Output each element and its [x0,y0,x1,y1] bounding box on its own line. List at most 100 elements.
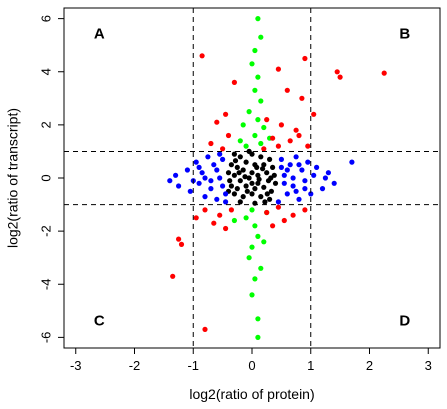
data-point-s1-26 [325,170,331,176]
data-point-s1-21 [202,175,208,181]
threshold-lines [64,8,440,348]
data-point-s1-14 [220,156,226,162]
data-point-s1-36 [287,162,293,168]
data-point-s3-35 [176,236,182,242]
data-point-s2-28 [240,122,246,128]
quadrant-label-c: C [94,312,105,329]
data-points [167,16,387,340]
data-point-s3-9 [311,111,317,117]
data-point-s2-11 [258,140,264,147]
data-point-s2-17 [249,244,255,250]
data-point-s0-48 [268,175,274,181]
data-point-s2-29 [261,239,267,245]
data-point-s1-17 [208,178,214,184]
data-point-s0-32 [249,191,255,197]
data-point-s1-5 [193,159,199,165]
quadrant-label-b: B [399,26,410,43]
data-point-s0-14 [249,170,255,176]
data-point-s0-16 [264,170,270,176]
data-point-s3-6 [231,79,237,85]
quadrant-labels: A B C D [94,26,411,330]
data-point-s3-22 [275,143,281,149]
data-point-s1-19 [196,164,202,170]
data-point-s3-8 [299,95,305,101]
data-point-s1-44 [302,186,308,192]
data-point-s1-29 [308,191,314,197]
data-point-s1-8 [202,194,208,200]
data-point-s1-24 [349,159,355,165]
data-point-s1-15 [223,191,229,197]
data-point-s1-7 [199,170,205,176]
data-point-s1-30 [305,159,311,165]
data-point-s0-9 [261,162,267,168]
y-tick-label-2: -2 [38,225,53,237]
data-point-s3-23 [296,132,302,139]
data-point-s1-38 [281,172,287,178]
data-point-s1-10 [208,186,214,192]
data-point-s0-29 [268,188,274,194]
data-point-s0-44 [249,180,255,186]
data-point-s3-34 [223,225,229,232]
x-axis-title: log2(ratio of protein) [189,386,314,402]
data-point-s3-7 [284,87,290,93]
data-point-s1-47 [278,164,284,170]
y-tick-label-6: 6 [38,15,53,22]
data-point-s3-31 [211,220,217,226]
data-point-s0-20 [246,175,252,181]
data-point-s1-4 [187,188,193,194]
x-tick-label-3: 0 [248,358,255,373]
y-tick-label-0: -6 [38,332,53,344]
data-point-s3-14 [293,127,299,133]
data-point-s0-21 [256,176,262,182]
data-point-s1-45 [311,172,317,178]
data-point-s1-9 [205,154,211,160]
data-point-s3-20 [220,146,226,152]
data-point-s2-20 [252,276,258,282]
data-point-s1-11 [211,162,217,168]
data-point-s2-23 [255,334,261,340]
data-point-s0-10 [270,164,276,170]
data-point-s0-15 [255,172,261,178]
data-point-s3-39 [270,223,276,229]
data-point-s0-28 [261,184,267,190]
x-tick-label-5: 2 [366,358,373,373]
data-point-s1-48 [322,175,328,181]
data-point-s3-29 [290,212,296,218]
y-tick-label-1: -4 [38,279,53,291]
data-point-s2-26 [231,217,237,224]
data-point-s0-27 [252,186,258,192]
data-point-s0-38 [246,148,252,154]
data-point-s0-1 [237,154,243,160]
data-point-s1-13 [217,175,223,181]
data-point-s1-22 [217,151,223,157]
data-point-s0-6 [234,164,240,170]
data-point-s1-42 [290,175,296,181]
x-tick-label-2: -1 [187,358,199,373]
data-point-s3-32 [281,217,287,224]
data-point-s0-11 [225,170,232,176]
data-point-s0-42 [232,158,239,164]
data-point-s3-38 [202,326,208,332]
data-point-s0-0 [231,151,237,157]
data-point-s2-1 [258,34,264,40]
data-point-s3-27 [264,209,270,216]
data-point-s0-25 [234,186,240,192]
data-point-s3-30 [302,207,308,213]
data-point-s3-10 [214,119,220,125]
x-tick-label-1: -2 [129,358,141,373]
data-point-s2-15 [252,223,258,229]
data-point-s2-14 [243,215,249,221]
data-point-s2-22 [255,316,261,322]
data-point-s1-2 [176,183,182,189]
data-point-s1-18 [220,183,226,189]
data-point-s1-31 [302,178,308,184]
data-point-s3-5 [381,70,387,76]
data-point-s1-28 [314,164,320,170]
data-point-s0-33 [258,194,264,200]
data-point-s3-3 [334,69,340,75]
data-point-s0-35 [237,199,243,205]
data-point-s1-27 [319,186,326,192]
data-point-s0-24 [228,183,234,189]
data-point-s3-11 [223,111,229,117]
data-point-s3-21 [261,146,267,152]
